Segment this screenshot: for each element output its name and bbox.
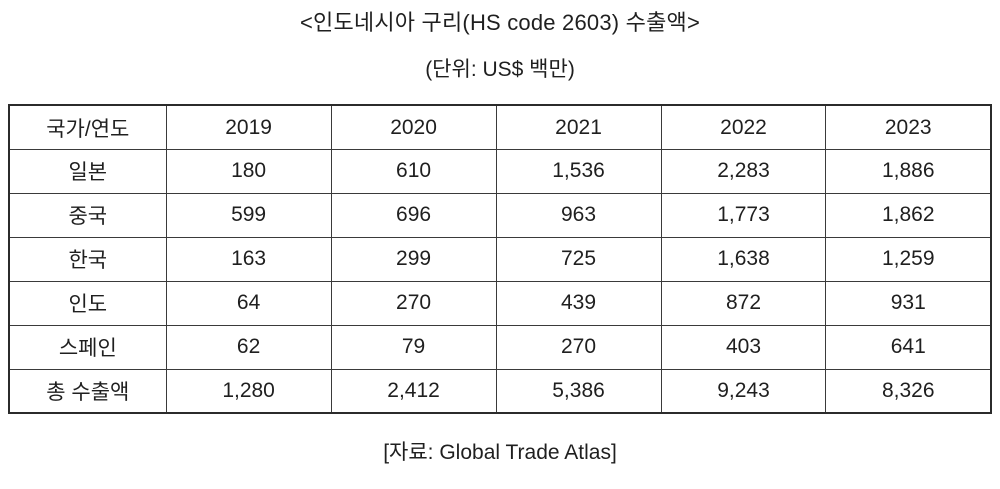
row-label: 일본 [8,148,167,194]
header-cell-year: 2022 [660,104,827,150]
value-cell: 403 [660,324,827,370]
value-cell: 963 [495,192,662,238]
value-cell: 696 [330,192,497,238]
value-cell: 180 [165,148,332,194]
value-cell: 725 [495,236,662,282]
value-cell: 5,386 [495,368,662,414]
row-label: 스페인 [8,324,167,370]
value-cell: 2,412 [330,368,497,414]
row-label: 인도 [8,280,167,326]
table-header-row: 국가/연도 2019 2020 2021 2022 2023 [8,104,992,150]
row-label: 한국 [8,236,167,282]
row-label: 총 수출액 [8,368,167,414]
value-cell: 270 [495,324,662,370]
table-title: <인도네시아 구리(HS code 2603) 수출액> [299,10,700,35]
value-cell: 1,886 [825,148,992,194]
source-caption: [자료: Global Trade Atlas] [383,441,617,465]
value-cell: 79 [330,324,497,370]
value-cell: 931 [825,280,992,326]
value-cell: 2,283 [660,148,827,194]
value-cell: 439 [495,280,662,326]
value-cell: 1,536 [495,148,662,194]
table-row: 인도 64 270 439 872 931 [8,280,992,326]
table-row: 총 수출액 1,280 2,412 5,386 9,243 8,326 [8,368,992,414]
table-row: 일본 180 610 1,536 2,283 1,886 [8,148,992,194]
value-cell: 270 [330,280,497,326]
value-cell: 641 [825,324,992,370]
value-cell: 1,638 [660,236,827,282]
export-table: 국가/연도 2019 2020 2021 2022 2023 일본 180 610 1,536 2… [8,104,992,415]
value-cell: 163 [165,236,332,282]
value-cell: 1,773 [660,192,827,238]
row-label: 중국 [8,192,167,238]
header-cell-year: 2021 [495,104,662,150]
value-cell: 1,259 [825,236,992,282]
table-row: 한국 163 299 725 1,638 1,259 [8,236,992,282]
table-row: 중국 599 696 963 1,773 1,862 [8,192,992,238]
header-cell-country-year: 국가/연도 [8,104,167,150]
value-cell: 610 [330,148,497,194]
value-cell: 599 [165,192,332,238]
header-cell-year: 2023 [825,104,992,150]
value-cell: 62 [165,324,332,370]
value-cell: 299 [330,236,497,282]
value-cell: 872 [660,280,827,326]
table-body: 일본 180 610 1,536 2,283 1,886 중국 599 696 963 1,773 1… [8,148,992,414]
value-cell: 64 [165,280,332,326]
header-cell-year: 2019 [165,104,332,150]
header-cell-year: 2020 [330,104,497,150]
value-cell: 8,326 [825,368,992,414]
table-row: 스페인 62 79 270 403 641 [8,324,992,370]
value-cell: 1,862 [825,192,992,238]
value-cell: 9,243 [660,368,827,414]
value-cell: 1,280 [165,368,332,414]
unit-note: (단위: US$ 백만) [425,58,575,82]
